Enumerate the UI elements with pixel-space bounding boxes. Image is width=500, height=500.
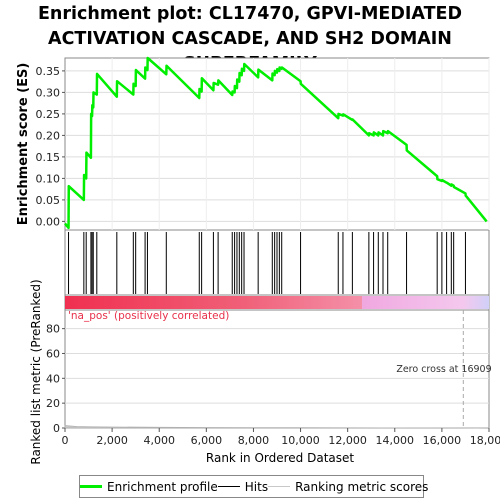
es-y-tick-label: 0.00 [36,215,61,228]
x-tick-label: 6,000 [191,434,223,447]
metric-y-axis-label: Ranked list metric (PreRanked) [29,279,43,464]
x-tick-label: 2,000 [96,434,128,447]
legend-item-ranking: Ranking metric scores [268,480,428,494]
x-tick-label: 0 [62,434,69,447]
es-y-tick-label: 0.35 [36,65,61,78]
legend-swatch-enrichment [80,485,102,488]
legend-swatch-ranking [268,486,291,487]
es-y-tick-label: 0.30 [36,86,61,99]
metric-y-tick-label: 0 [53,422,60,435]
es-y-tick-label: 0.15 [36,151,61,164]
es-y-axis-label: Enrichment score (ES) [16,63,31,226]
x-tick-label: 4,000 [143,434,175,447]
zero-cross-label: Zero cross at 16909 [396,364,491,375]
es-y-tick-label: 0.05 [36,194,61,207]
metric-y-tick-label: 80 [46,323,60,336]
band-label: 'na_pos' (positively correlated) [68,310,229,322]
legend-item-hits: Hits [217,479,269,494]
x-axis-label: Rank in Ordered Dataset [206,451,354,465]
es-y-tick-label: 0.20 [36,129,61,142]
legend-label-enrichment: Enrichment profile [107,479,218,494]
x-tick-label: 12,000 [328,434,367,447]
metric-panel [64,309,490,429]
x-tick-label: 18,000 [470,434,500,447]
legend: Enrichment profile Hits Ranking metric s… [79,475,428,498]
x-tick-label: 10,000 [281,434,320,447]
legend-label-hits: Hits [244,479,269,494]
enrichment-profile-line [64,56,488,230]
es-panel [64,57,490,231]
legend-swatch-hits [217,486,240,487]
legend-item-enrichment: Enrichment profile [80,480,218,494]
x-tick-label: 8,000 [238,434,270,447]
x-tick-label: 14,000 [376,434,415,447]
legend-label-ranking: Ranking metric scores [295,479,429,494]
metric-y-tick-label: 60 [46,347,60,360]
x-tick-label: 16,000 [423,434,462,447]
metric-y-tick-label: 40 [46,372,60,385]
es-y-tick-label: 0.25 [36,108,61,121]
correlation-band [65,296,489,309]
es-y-tick-label: 0.10 [36,172,61,185]
metric-y-tick-label: 20 [46,397,60,410]
